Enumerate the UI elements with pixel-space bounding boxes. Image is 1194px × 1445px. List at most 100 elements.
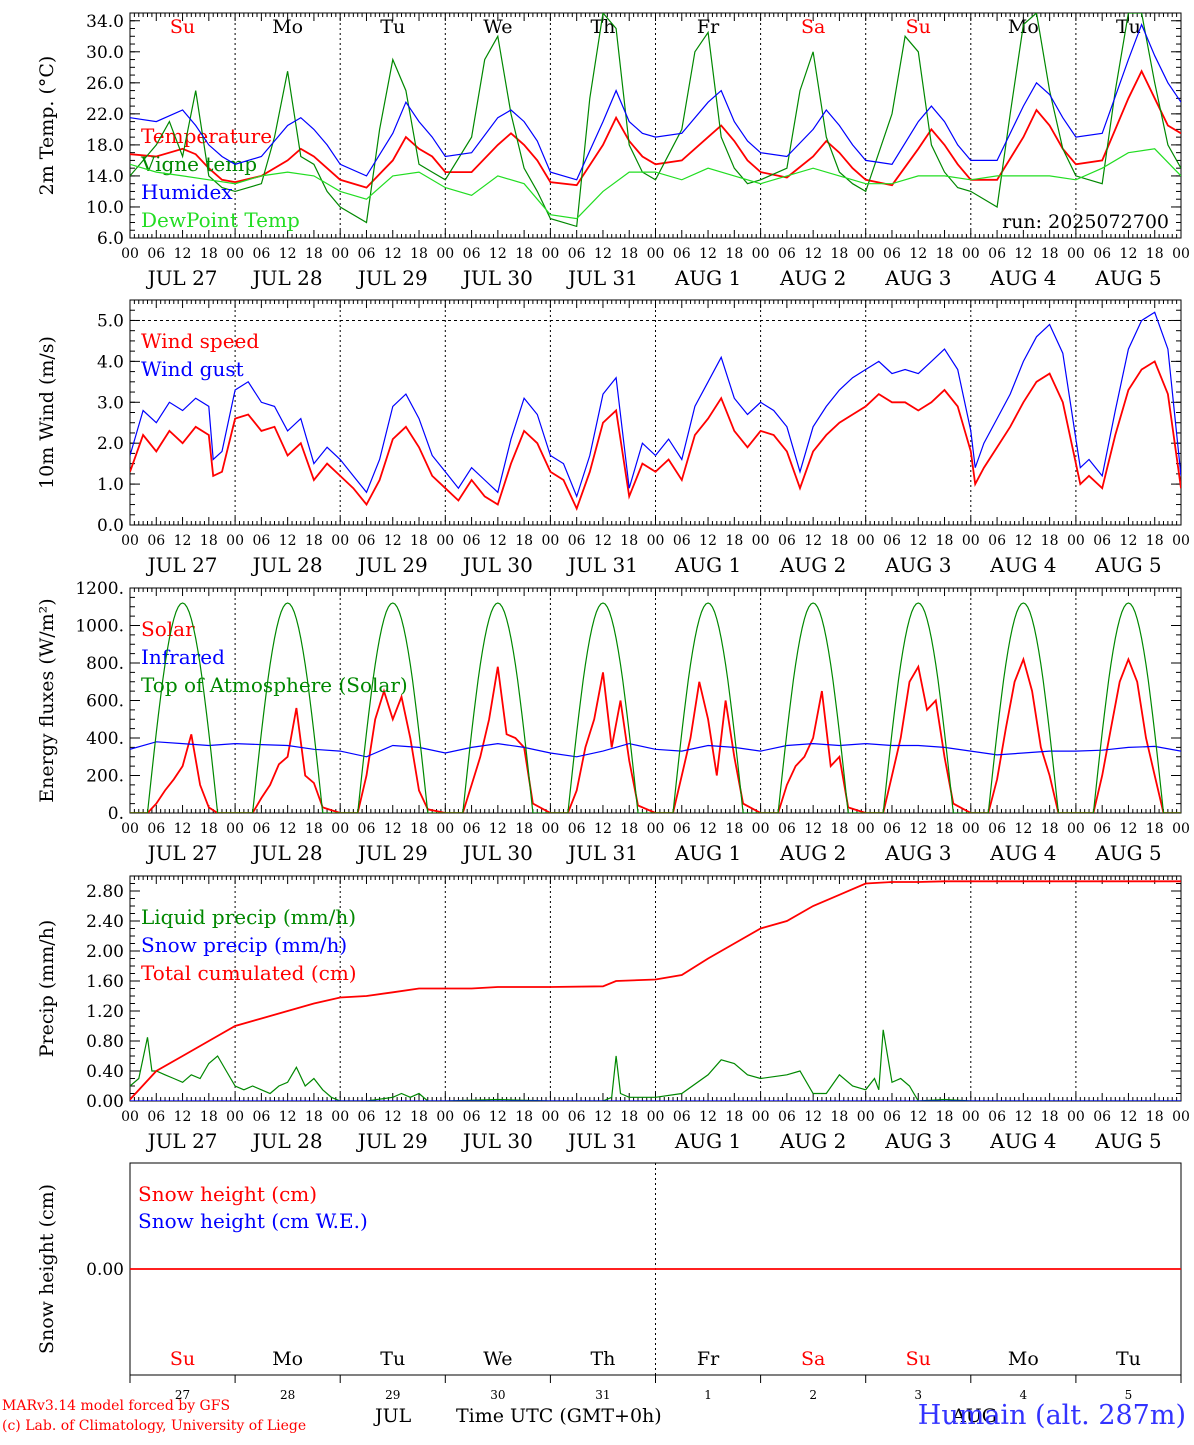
date-label: AUG 3 xyxy=(884,553,951,577)
hour-tick-label: 06 xyxy=(463,821,481,837)
hour-tick-label: 06 xyxy=(988,246,1006,262)
date-label: JUL 30 xyxy=(461,553,533,577)
hour-tick-label: 18 xyxy=(831,1109,849,1125)
y-tick-label: 2.40 xyxy=(86,912,124,932)
hour-tick-label: 18 xyxy=(515,821,533,837)
y-tick-label: 34.0 xyxy=(86,12,124,32)
day-number-label: 1 xyxy=(704,1388,712,1402)
hour-tick-label: 00 xyxy=(1067,533,1085,549)
date-label: AUG 5 xyxy=(1094,553,1161,577)
hour-tick-label: 18 xyxy=(200,246,218,262)
hour-tick-label: 06 xyxy=(883,246,901,262)
date-label: AUG 5 xyxy=(1094,841,1161,865)
hour-tick-label: 06 xyxy=(358,246,376,262)
date-label: JUL 31 xyxy=(566,553,638,577)
hour-tick-label: 18 xyxy=(1146,1109,1164,1125)
date-label: AUG 5 xyxy=(1094,266,1161,290)
hour-tick-label: 12 xyxy=(174,821,192,837)
hour-tick-label: 00 xyxy=(1172,246,1190,262)
hour-tick-label: 00 xyxy=(226,246,244,262)
hour-tick-label: 12 xyxy=(174,1109,192,1125)
hour-tick-label: 18 xyxy=(725,246,743,262)
y-tick-label: 0.00 xyxy=(86,1092,124,1112)
y-tick-label: 0.40 xyxy=(86,1062,124,1082)
y-tick-label: 30.0 xyxy=(86,43,124,63)
hour-tick-label: 18 xyxy=(936,1109,954,1125)
month-label-jul: JUL xyxy=(375,1405,412,1427)
panel-5: 27 28 29 30 31 1 2 3 4 5 0.00 Snow height (cm) Su Mo T… xyxy=(36,1162,1182,1402)
hour-tick-label: 06 xyxy=(1093,246,1111,262)
legend-entry: Snow height (cm W.E.) xyxy=(138,1209,368,1233)
weekday-label: Su xyxy=(906,1348,931,1370)
y-tick-label: 1.60 xyxy=(86,972,124,992)
hour-tick-label: 12 xyxy=(384,1109,402,1125)
y-axis-label: 2m Temp. (°C) xyxy=(36,56,58,196)
hour-tick-label: 18 xyxy=(200,1109,218,1125)
weekday-label: Tu xyxy=(380,16,405,38)
hour-tick-label: 06 xyxy=(673,1109,691,1125)
hour-tick-label: 00 xyxy=(1067,1109,1085,1125)
hour-tick-label: 18 xyxy=(725,1109,743,1125)
y-axis-label: Precip (mm/h) xyxy=(36,920,58,1058)
hour-tick-label: 06 xyxy=(988,821,1006,837)
hour-tick-label: 12 xyxy=(699,821,717,837)
hour-tick-label: 18 xyxy=(305,821,323,837)
legend-entry: Liquid precip (mm/h) xyxy=(141,905,356,929)
run-annotation: run: 2025072700 xyxy=(1002,211,1169,233)
hour-tick-label: 12 xyxy=(1014,533,1032,549)
weekday-label: Mo xyxy=(272,16,303,38)
hour-tick-label: 06 xyxy=(358,1109,376,1125)
weekday-label: Tu xyxy=(1116,1348,1141,1370)
hour-tick-label: 06 xyxy=(252,1109,270,1125)
hour-tick-label: 12 xyxy=(594,1109,612,1125)
date-label: AUG 1 xyxy=(674,553,741,577)
y-tick-label: 0.80 xyxy=(86,1032,124,1052)
hour-tick-label: 18 xyxy=(1041,821,1059,837)
hour-tick-label: 18 xyxy=(1041,1109,1059,1125)
hour-tick-label: 12 xyxy=(174,533,192,549)
legend-entry: Humidex xyxy=(141,180,233,204)
panel-2: 00 06 12 18 00 06 12 18 00 06 12 18 00 06 12 18 00 06 12 18… xyxy=(36,299,1190,577)
date-label: JUL 27 xyxy=(146,841,218,865)
hour-tick-label: 06 xyxy=(147,533,165,549)
date-label: JUL 30 xyxy=(461,266,533,290)
date-label: AUG 2 xyxy=(779,1129,846,1153)
weekday-label: We xyxy=(483,16,512,38)
date-label: AUG 4 xyxy=(989,1129,1056,1153)
series-line-total-cumulated-cm- xyxy=(130,880,1181,1101)
hour-tick-label: 18 xyxy=(1041,533,1059,549)
series-line-infrared xyxy=(130,741,1181,758)
hour-tick-label: 12 xyxy=(1120,533,1138,549)
hour-tick-label: 12 xyxy=(909,246,927,262)
date-label: JUL 29 xyxy=(356,841,428,865)
y-tick-label: 2.0 xyxy=(97,434,124,454)
hour-tick-label: 12 xyxy=(699,1109,717,1125)
hour-tick-label: 18 xyxy=(410,533,428,549)
date-label: JUL 31 xyxy=(566,841,638,865)
hour-tick-label: 00 xyxy=(962,1109,980,1125)
series-line-wind-speed xyxy=(130,360,1181,511)
date-label: JUL 31 xyxy=(566,1129,638,1153)
hour-tick-label: 00 xyxy=(647,533,665,549)
y-tick-label: 0.0 xyxy=(97,516,124,536)
day-number-label: 5 xyxy=(1125,1388,1133,1402)
date-label: JUL 27 xyxy=(146,1129,218,1153)
hour-tick-label: 00 xyxy=(331,533,349,549)
hour-tick-label: 06 xyxy=(1093,821,1111,837)
date-label: JUL 30 xyxy=(461,841,533,865)
date-label: AUG 1 xyxy=(674,841,741,865)
legend-entry: DewPoint Temp xyxy=(141,208,300,232)
hour-tick-label: 12 xyxy=(1120,821,1138,837)
hour-tick-label: 00 xyxy=(962,533,980,549)
day-number-label: 3 xyxy=(914,1388,922,1402)
hour-tick-label: 12 xyxy=(489,821,507,837)
date-label: AUG 1 xyxy=(674,266,741,290)
hour-tick-label: 00 xyxy=(857,533,875,549)
hour-tick-label: 12 xyxy=(594,821,612,837)
legend-entry: Snow height (cm) xyxy=(138,1182,317,1206)
series-line-top-of-atmosphere-solar- xyxy=(130,602,1181,813)
hour-tick-label: 00 xyxy=(121,533,139,549)
date-label: AUG 2 xyxy=(779,553,846,577)
hour-tick-label: 06 xyxy=(778,821,796,837)
hour-tick-label: 00 xyxy=(1067,246,1085,262)
